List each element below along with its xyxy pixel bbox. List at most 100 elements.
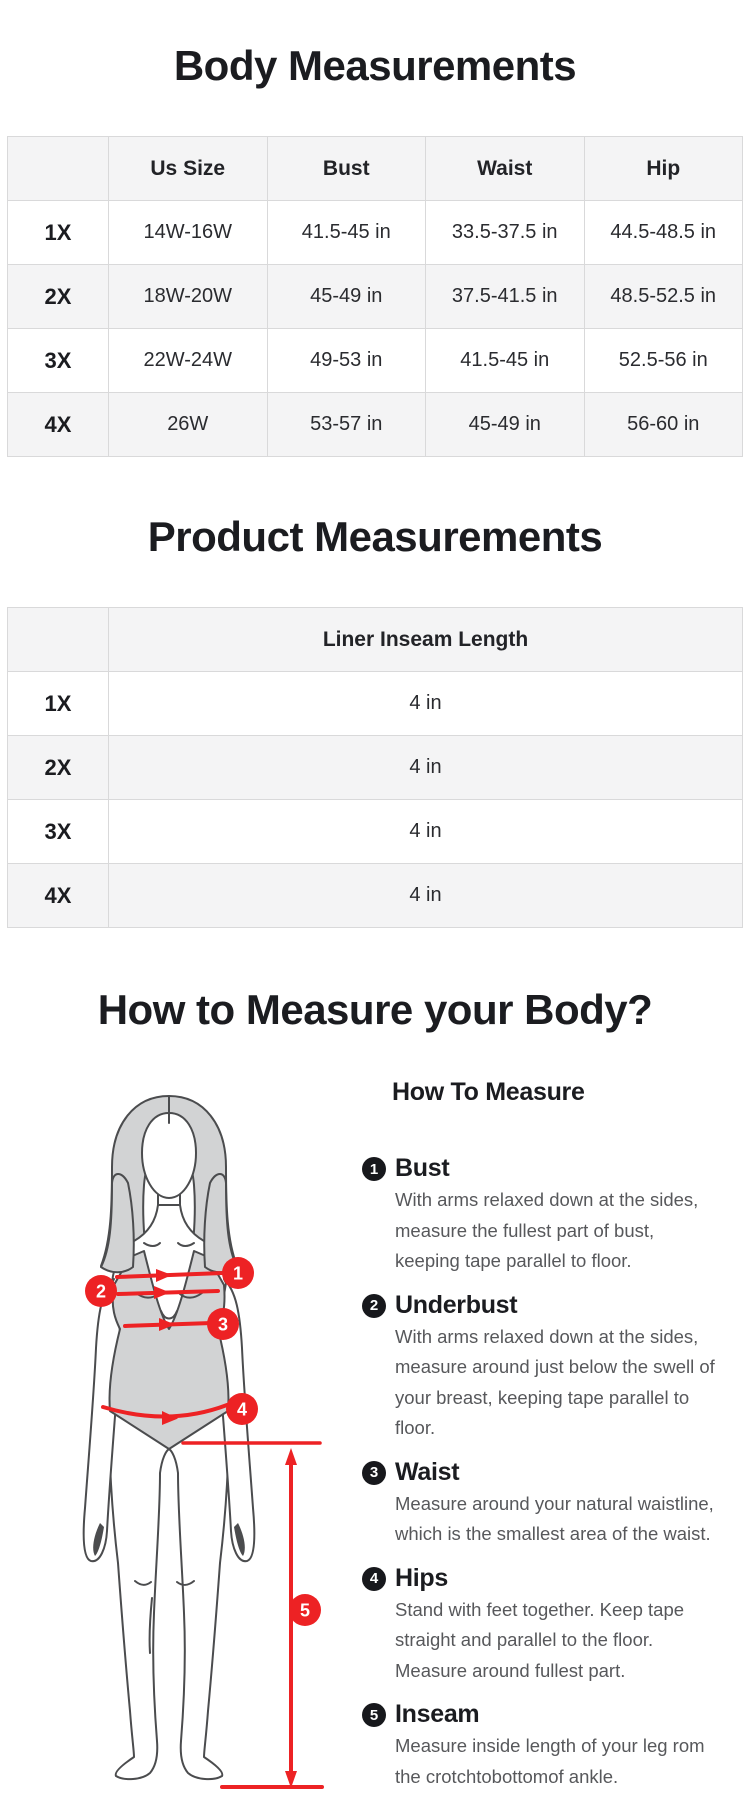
number-bullet-icon: 1 [362, 1157, 386, 1181]
underbust-measure-arrow [116, 1286, 220, 1299]
table-row: 4X 26W 53-57 in 45-49 in 56-60 in [7, 392, 743, 457]
table-row: 2X 4 in [7, 735, 743, 800]
column-header: Waist [425, 136, 585, 201]
table-cell: 33.5-37.5 in [425, 200, 585, 265]
table-cell: 41.5-45 in [266, 200, 426, 265]
column-header: Hip [583, 136, 743, 201]
svg-text:3: 3 [218, 1315, 228, 1335]
figure-cleavage-line [160, 1310, 178, 1320]
table-cell: 4 in [108, 863, 743, 928]
how-item-description: With arms relaxed down at the sides, mea… [395, 1189, 699, 1271]
table-header: Us Size Bust Waist Hip [7, 136, 743, 201]
badge-2: 2 [85, 1275, 117, 1307]
body-measurements-title: Body Measurements [173, 42, 577, 89]
how-item-inseam: 5 Inseam Measure inside length of your leg… [362, 1699, 722, 1792]
product-measurements-title: Product Measurements [147, 513, 603, 560]
table-cell: 4 in [108, 671, 743, 736]
how-item-name: Underbust [395, 1290, 518, 1319]
table-cell: 4 in [108, 799, 743, 864]
how-item-description: Measure around your natural waistline, w… [395, 1492, 714, 1545]
how-list-title: How To Measure [392, 1078, 585, 1106]
table-row: 3X 4 in [7, 799, 743, 864]
waist-measure-arrow [123, 1318, 214, 1331]
row-label: 1X [7, 671, 109, 736]
how-to-measure-title: How to Measure your Body? [97, 986, 653, 1033]
badge-4: 4 [226, 1393, 258, 1425]
table-cell: 14W-16W [108, 200, 268, 265]
how-item-name: Bust [395, 1154, 450, 1182]
row-label: 3X [7, 799, 109, 864]
how-item-description: Measure inside length of your leg rom th… [395, 1735, 705, 1787]
row-label: 4X [7, 392, 109, 457]
how-list-items: 1 Bust With arms relaxed down at the sides… [362, 1153, 722, 1792]
how-item-hips: 4 Hips Stand with feet together. Keep tape… [362, 1563, 722, 1687]
table-cell: 45-49 in [425, 392, 585, 457]
corner-header-cell [7, 607, 109, 672]
number-bullet-icon: 5 [362, 1703, 386, 1727]
badge-5: 5 [289, 1594, 321, 1626]
table-row: 4X 4 in [7, 863, 743, 928]
row-label: 2X [7, 735, 109, 800]
inseam-measure-arrow [181, 1441, 324, 1789]
row-label: 3X [7, 328, 109, 393]
table-cell: 53-57 in [266, 392, 426, 457]
how-item-description: With arms relaxed down at the sides, mea… [395, 1325, 715, 1439]
row-label: 1X [7, 200, 109, 265]
how-item-waist: 3 Waist Measure around your natural waistl… [362, 1457, 722, 1550]
table-row: 1X 4 in [7, 671, 743, 736]
figure-left-hand-detail [93, 1523, 104, 1556]
how-item-name: Inseam [395, 1700, 480, 1728]
table-cell: 45-49 in [266, 264, 426, 329]
table-cell: 48.5-52.5 in [583, 264, 743, 329]
column-header: Liner Inseam Length [108, 607, 743, 672]
table-cell: 49-53 in [266, 328, 426, 393]
row-label: 4X [7, 863, 109, 928]
table-cell: 26W [108, 392, 268, 457]
column-header: Bust [266, 136, 426, 201]
svg-text:2: 2 [96, 1282, 106, 1302]
body-measurement-figure: 1 2 3 4 5 [56, 1093, 326, 1793]
table-cell: 41.5-45 in [425, 328, 585, 393]
svg-text:4: 4 [237, 1400, 247, 1420]
figure-hair-strand-left [100, 1173, 135, 1274]
figure-collarbone-lines [143, 1242, 195, 1247]
figure-knee-lines [134, 1580, 195, 1654]
figure-face [141, 1112, 197, 1199]
badge-3: 3 [207, 1308, 239, 1340]
table-cell: 22W-24W [108, 328, 268, 393]
table-header: Liner Inseam Length [7, 607, 743, 672]
table-cell: 37.5-41.5 in [425, 264, 585, 329]
table-cell: 4 in [108, 735, 743, 800]
how-to-measure-list: How To Measure 1 Bust With arms relaxed do… [362, 1078, 722, 1805]
body-figure-illustration: 1 2 3 4 5 [82, 1095, 324, 1789]
body-measurements-table: Us Size Bust Waist Hip 1X 14W-16W 41.5-45 in 3… [7, 136, 743, 457]
badge-1: 1 [222, 1257, 254, 1289]
how-to-measure-section: 1 2 3 4 5 How To Measure 1 Bust With arms … [0, 1034, 750, 1808]
table-row: 1X 14W-16W 41.5-45 in 33.5-37.5 in 44.5-48.5… [7, 200, 743, 265]
hips-measure-arrow [101, 1403, 229, 1425]
figure-right-hand-detail [234, 1523, 245, 1556]
how-item-name: Waist [395, 1457, 460, 1486]
product-measurements-table: Liner Inseam Length 1X 4 in 2X 4 in 3X 4 in 4X… [7, 607, 743, 928]
how-item-bust: 1 Bust With arms relaxed down at the sides… [362, 1153, 722, 1277]
table-cell: 18W-20W [108, 264, 268, 329]
table-cell: 56-60 in [583, 392, 743, 457]
column-header: Us Size [108, 136, 268, 201]
svg-text:5: 5 [300, 1601, 310, 1621]
table-cell: 52.5-56 in [583, 328, 743, 393]
row-label: 2X [7, 264, 109, 329]
bust-measure-arrow [115, 1269, 225, 1282]
how-item-name: Hips [395, 1563, 448, 1592]
table-row: 2X 18W-20W 45-49 in 37.5-41.5 in 48.5-52.5 i… [7, 264, 743, 329]
table-cell: 44.5-48.5 in [583, 200, 743, 265]
corner-header-cell [7, 136, 109, 201]
number-bullet-icon: 2 [362, 1293, 386, 1318]
number-bullet-icon: 3 [362, 1460, 386, 1485]
how-item-underbust: 2 Underbust With arms relaxed down at the … [362, 1290, 722, 1444]
number-bullet-icon: 4 [362, 1566, 386, 1591]
figure-hair-strand-right [203, 1173, 238, 1274]
svg-text:1: 1 [233, 1264, 243, 1284]
how-item-description: Stand with feet together. Keep tape stra… [395, 1598, 685, 1681]
table-row: 3X 22W-24W 49-53 in 41.5-45 in 52.5-56 in [7, 328, 743, 393]
